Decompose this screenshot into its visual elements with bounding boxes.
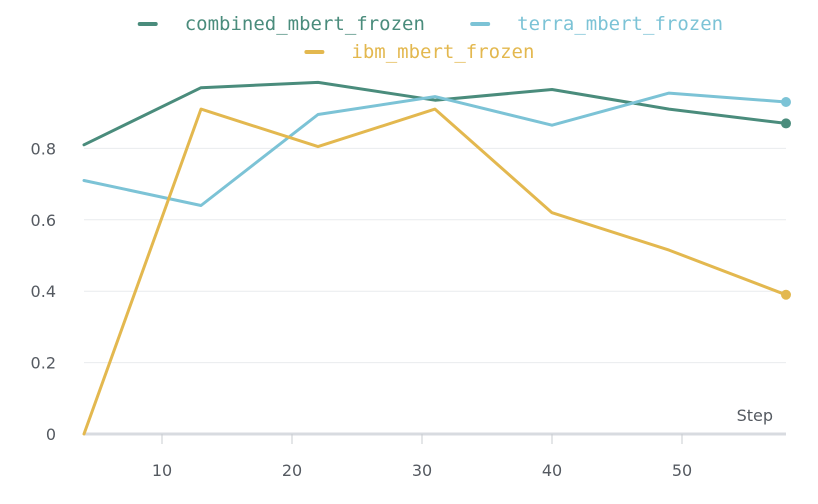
x-tick-label: 30 — [412, 461, 432, 480]
y-tick-label: 0.2 — [31, 354, 56, 373]
series-endpoint-combined-mbert-frozen — [781, 118, 791, 129]
x-axis: 10 20 30 40 50 — [84, 432, 786, 480]
x-tick-label: 20 — [282, 461, 302, 480]
y-tick-label: 0 — [46, 425, 56, 444]
legend-label-terra-mbert-frozen: terra_mbert_frozen — [517, 13, 723, 35]
grid-lines — [84, 147, 786, 364]
x-axis-title: Step — [737, 406, 773, 425]
y-tick-label: 0.6 — [31, 211, 56, 230]
series-line-combined-mbert-frozen — [82, 80, 788, 147]
series-line-ibm-mbert-frozen — [82, 107, 788, 436]
legend-label-ibm-mbert-frozen: ibm_mbert_frozen — [351, 41, 534, 63]
legend: combined_mbert_frozen terra_mbert_frozeni… — [137, 13, 723, 63]
y-tick-label: 0.4 — [31, 282, 56, 301]
y-tick-label: 0.8 — [31, 139, 56, 158]
series-endpoint-ibm-mbert-frozen — [781, 289, 791, 300]
series-lines — [82, 80, 791, 436]
legend-label-combined-mbert-frozen: combined_mbert_frozen — [185, 13, 425, 35]
x-tick-label: 50 — [672, 461, 692, 480]
series-endpoint-terra-mbert-frozen — [781, 96, 791, 107]
x-tick-label: 10 — [152, 461, 172, 480]
y-axis: 0 0.2 0.4 0.6 0.8 — [31, 139, 56, 444]
x-tick-label: 40 — [542, 461, 562, 480]
series-line-terra-mbert-frozen — [82, 91, 788, 207]
